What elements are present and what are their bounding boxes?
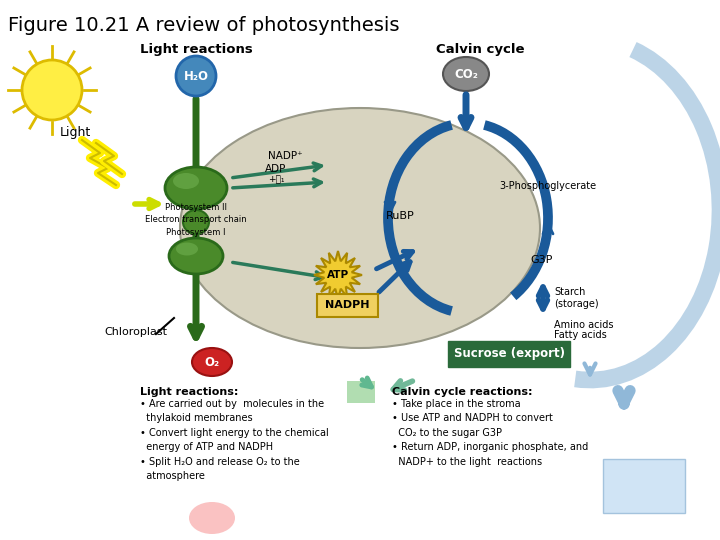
Text: Chloroplast: Chloroplast (104, 327, 168, 337)
Ellipse shape (165, 167, 227, 209)
FancyBboxPatch shape (347, 381, 375, 403)
Text: ATP: ATP (327, 270, 349, 280)
Circle shape (176, 56, 216, 96)
Text: • Are carried out by  molecules in the
  thylakoid membranes
• Convert light ene: • Are carried out by molecules in the th… (140, 399, 329, 481)
Text: +Ⓟ₁: +Ⓟ₁ (268, 175, 284, 184)
Text: Light reactions:: Light reactions: (140, 387, 238, 397)
Text: Calvin cycle: Calvin cycle (436, 44, 524, 57)
Text: 3-Phosphoglycerate: 3-Phosphoglycerate (500, 181, 597, 191)
Text: H₂O: H₂O (184, 70, 209, 83)
Text: Light reactions: Light reactions (140, 44, 253, 57)
Text: G3P: G3P (531, 255, 553, 265)
Text: RuBP: RuBP (386, 211, 415, 221)
FancyBboxPatch shape (603, 459, 685, 513)
Text: Sucrose (export): Sucrose (export) (454, 348, 564, 361)
FancyBboxPatch shape (317, 294, 377, 316)
Text: NADP⁺: NADP⁺ (268, 151, 302, 161)
Ellipse shape (192, 348, 232, 376)
Text: CO₂: CO₂ (454, 68, 478, 80)
Circle shape (22, 60, 82, 120)
Text: Amino acids: Amino acids (554, 320, 613, 330)
Text: • Take place in the stroma
• Use ATP and NADPH to convert
  CO₂ to the sugar G3P: • Take place in the stroma • Use ATP and… (392, 399, 588, 467)
Ellipse shape (180, 108, 540, 348)
Text: ADP: ADP (265, 164, 287, 174)
Ellipse shape (176, 242, 198, 255)
Ellipse shape (443, 57, 489, 91)
Polygon shape (314, 251, 362, 299)
FancyBboxPatch shape (448, 341, 570, 367)
Text: Calvin cycle reactions:: Calvin cycle reactions: (392, 387, 533, 397)
Text: Figure 10.21 A review of photosynthesis: Figure 10.21 A review of photosynthesis (8, 16, 400, 35)
Ellipse shape (183, 210, 209, 234)
Text: Light: Light (60, 126, 91, 139)
Text: O₂: O₂ (204, 355, 220, 368)
Text: Photosystem II
Electron transport chain
Photosystem I: Photosystem II Electron transport chain … (145, 203, 247, 237)
Ellipse shape (189, 502, 235, 534)
Text: NADPH: NADPH (325, 300, 369, 310)
Ellipse shape (169, 238, 223, 274)
Text: Starch
(storage): Starch (storage) (554, 287, 598, 309)
Text: Fatty acids: Fatty acids (554, 330, 607, 340)
Ellipse shape (173, 173, 199, 189)
